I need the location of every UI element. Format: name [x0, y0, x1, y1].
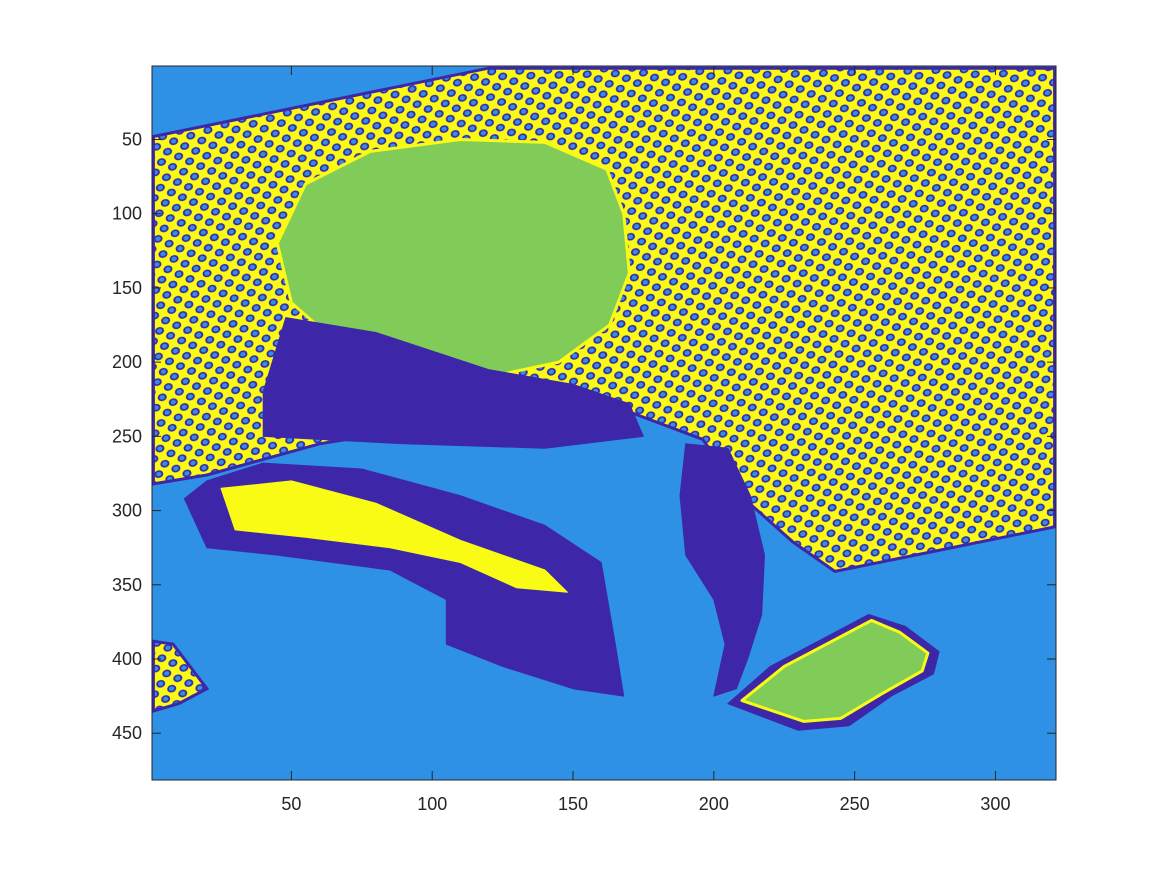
plot-frame [151, 65, 1057, 781]
y-tick-label: 100 [112, 204, 142, 224]
region-hand [740, 618, 930, 723]
region-middle-stripe [679, 443, 765, 697]
region-shadow-below-face [262, 317, 644, 449]
y-tick-label: 200 [112, 352, 142, 372]
y-axis: 50 100 150 200 250 300 350 400 450 [112, 129, 1056, 743]
plot-area [152, 66, 1056, 780]
region-checkerboard-lower-left [152, 639, 210, 713]
x-axis: 50 100 150 200 250 300 [281, 66, 1010, 814]
region-arm-highlight [220, 480, 568, 593]
y-tick-label: 350 [112, 575, 142, 595]
y-tick-label: 150 [112, 278, 142, 298]
y-tick-label: 300 [112, 501, 142, 521]
x-tick-label: 100 [417, 794, 447, 814]
x-tick-label: 200 [699, 794, 729, 814]
x-tick-label: 50 [281, 794, 301, 814]
y-tick-label: 400 [112, 649, 142, 669]
x-tick-label: 300 [980, 794, 1010, 814]
y-tick-label: 250 [112, 426, 142, 446]
y-tick-label: 50 [122, 129, 142, 149]
y-tick-label: 450 [112, 723, 142, 743]
x-tick-label: 250 [840, 794, 870, 814]
x-tick-label: 150 [558, 794, 588, 814]
